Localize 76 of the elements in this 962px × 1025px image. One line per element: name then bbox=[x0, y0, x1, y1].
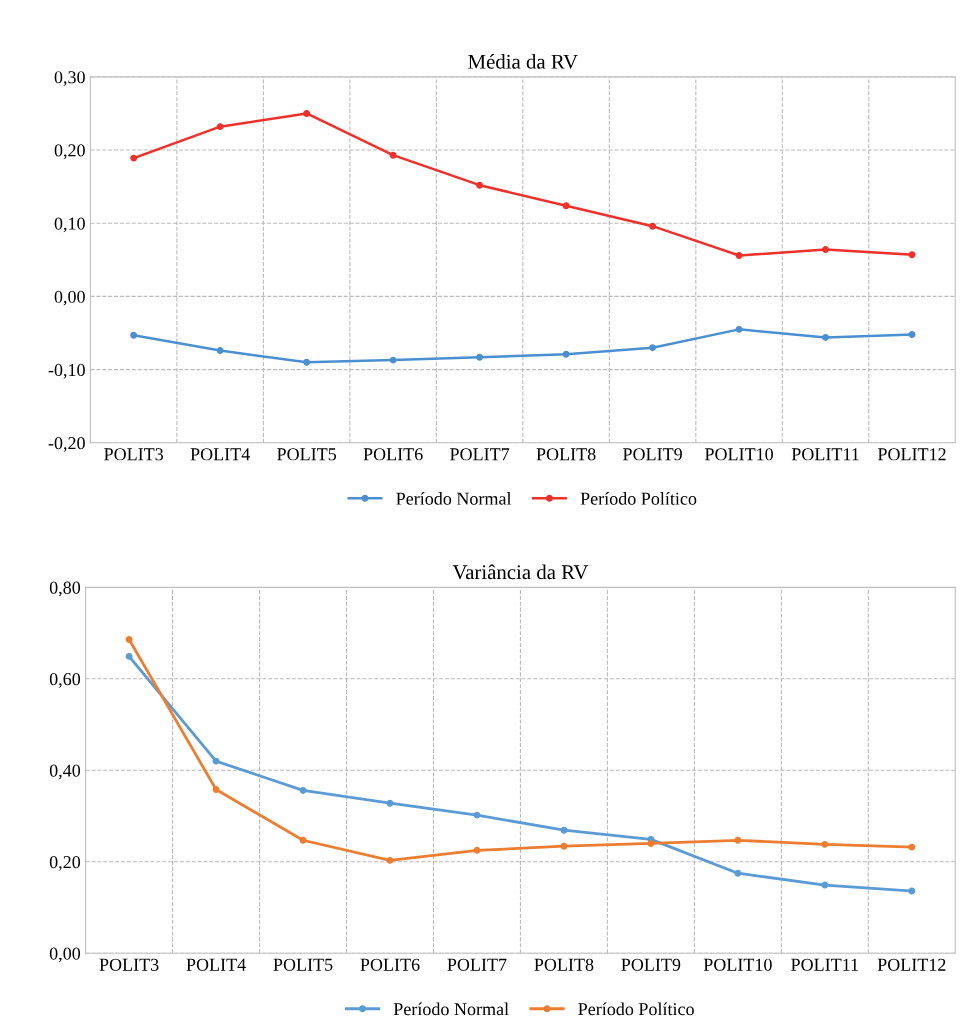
x-tick-label: POLIT10 bbox=[703, 958, 772, 971]
point bbox=[216, 347, 224, 355]
chart-title: Média da RV bbox=[468, 54, 578, 69]
y-tick-label: 0,30 bbox=[54, 71, 85, 86]
y-tick-label: 0,00 bbox=[54, 290, 85, 306]
point bbox=[125, 635, 133, 643]
x-tick-label: POLIT5 bbox=[273, 958, 333, 971]
x-tick-label: POLIT11 bbox=[791, 448, 859, 461]
x-tick-label: POLIT3 bbox=[104, 448, 164, 461]
point bbox=[822, 333, 830, 341]
point bbox=[473, 846, 481, 854]
x-tick-label: POLIT7 bbox=[450, 448, 510, 461]
point bbox=[299, 836, 307, 844]
legend-label: Período Político bbox=[580, 492, 697, 505]
point bbox=[303, 358, 311, 366]
point bbox=[821, 840, 829, 848]
point bbox=[386, 799, 394, 807]
point bbox=[303, 109, 311, 117]
point bbox=[389, 151, 397, 159]
x-tick-label: POLIT12 bbox=[877, 448, 946, 461]
y-tick-label: 0,60 bbox=[49, 673, 81, 688]
point bbox=[649, 344, 657, 352]
point bbox=[908, 331, 916, 338]
chart-title: Variância da RV bbox=[452, 564, 589, 580]
x-tick-label: POLIT6 bbox=[360, 958, 420, 971]
point bbox=[821, 881, 829, 889]
point bbox=[735, 251, 743, 259]
x-tick-label: POLIT3 bbox=[99, 958, 159, 971]
point bbox=[299, 786, 307, 794]
point bbox=[212, 757, 220, 765]
point bbox=[734, 869, 742, 877]
x-tick-label: POLIT11 bbox=[791, 958, 858, 971]
point bbox=[562, 350, 570, 358]
point bbox=[822, 246, 830, 254]
y-tick-label: 0,20 bbox=[49, 856, 81, 871]
x-tick-label: POLIT6 bbox=[363, 448, 423, 461]
point bbox=[476, 353, 484, 361]
x-tick-label: POLIT8 bbox=[534, 958, 594, 971]
y-tick-label: 0,80 bbox=[49, 581, 81, 597]
point bbox=[647, 839, 655, 847]
y-tick-label: 0,00 bbox=[49, 947, 81, 963]
point bbox=[125, 652, 133, 660]
x-tick-label: POLIT9 bbox=[623, 448, 682, 461]
point bbox=[476, 181, 484, 189]
point bbox=[908, 843, 916, 851]
point bbox=[734, 836, 742, 844]
point bbox=[560, 826, 568, 834]
point bbox=[649, 222, 657, 230]
x-tick-label: POLIT12 bbox=[877, 958, 946, 971]
point bbox=[130, 331, 138, 339]
point bbox=[562, 202, 570, 210]
point bbox=[130, 154, 138, 162]
x-tick-label: POLIT7 bbox=[447, 958, 507, 971]
point bbox=[560, 842, 568, 850]
point bbox=[212, 786, 220, 793]
y-tick-label: -0,10 bbox=[48, 363, 85, 379]
point bbox=[473, 811, 481, 819]
y-tick-label: 0,10 bbox=[54, 217, 85, 233]
point bbox=[908, 251, 916, 259]
point bbox=[389, 356, 397, 364]
point bbox=[908, 887, 916, 895]
x-tick-label: POLIT8 bbox=[536, 448, 596, 461]
y-tick-label: 0,40 bbox=[49, 764, 81, 780]
y-tick-label: -0,20 bbox=[48, 437, 85, 452]
x-tick-label: POLIT5 bbox=[277, 448, 337, 461]
legend-label: Período Político bbox=[578, 1002, 694, 1016]
x-tick-label: POLIT4 bbox=[186, 958, 246, 971]
y-tick-label: 0,20 bbox=[54, 144, 85, 160]
point bbox=[735, 325, 743, 333]
x-tick-label: POLIT9 bbox=[621, 958, 681, 971]
point bbox=[386, 856, 394, 864]
x-tick-label: POLIT4 bbox=[190, 448, 250, 461]
point bbox=[216, 123, 224, 131]
legend-label: Período Normal bbox=[393, 1002, 509, 1016]
x-tick-label: POLIT10 bbox=[704, 448, 773, 461]
legend-label: Período Normal bbox=[396, 492, 512, 505]
